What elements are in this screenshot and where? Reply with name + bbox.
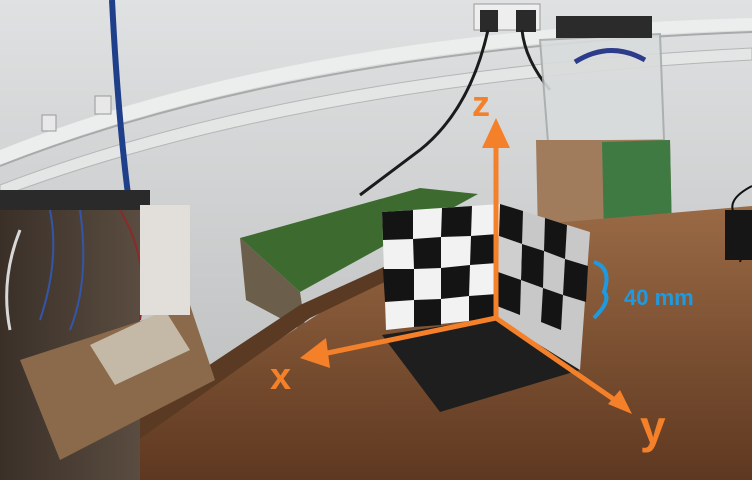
coordinate-axes: [300, 118, 632, 414]
checkerboard-right: [496, 204, 590, 370]
cable-trunking: [0, 47, 752, 198]
dimension-brace-icon: [592, 260, 609, 320]
y-axis-arrow-icon: [608, 390, 632, 414]
y-axis-line: [494, 315, 624, 408]
dimension-label: 40 mm: [624, 285, 694, 310]
y-axis-label: y: [640, 401, 666, 453]
cornice: [0, 18, 752, 165]
z-axis-label: z: [472, 83, 490, 124]
checkerboard-left: [382, 204, 500, 330]
x-axis-line: [317, 315, 497, 358]
z-axis-arrow-icon: [482, 118, 510, 148]
black-cable: [359, 29, 490, 197]
x-axis-arrow-icon: [300, 338, 330, 368]
blue-cable: [109, 0, 133, 211]
x-axis-label: x: [270, 356, 292, 398]
